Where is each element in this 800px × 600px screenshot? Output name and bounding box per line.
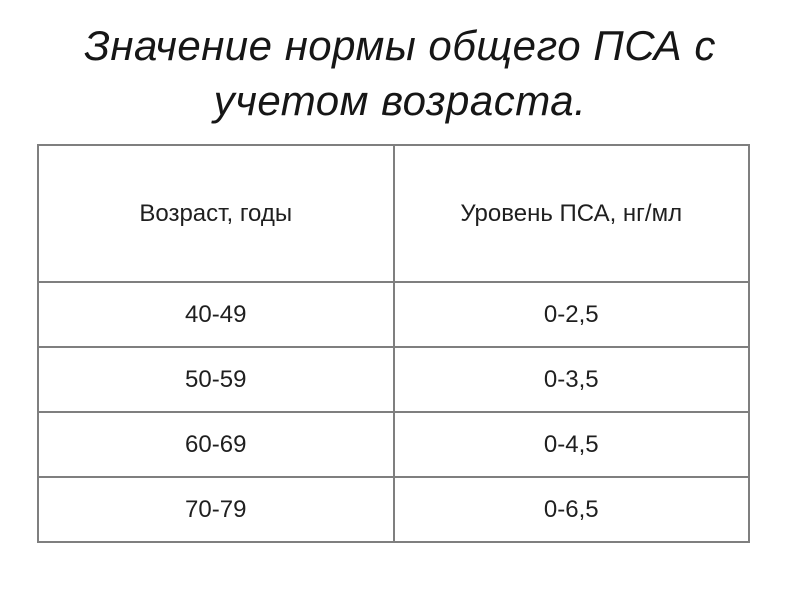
title-line-1: Значение нормы общего ПСА с [84,22,716,69]
table-row: 60-69 0-4,5 [37,411,750,478]
table-row: 70-79 0-6,5 [37,476,750,543]
cell-age-range: 60-69 [37,411,395,478]
cell-age-range: 70-79 [37,476,395,543]
cell-psa-range: 0-2,5 [392,281,750,348]
cell-psa-range: 0-4,5 [392,411,750,478]
cell-age-range: 50-59 [37,346,395,413]
cell-psa-range: 0-3,5 [392,346,750,413]
table-row: 40-49 0-2,5 [37,281,750,348]
table-row: 50-59 0-3,5 [37,346,750,413]
header-cell-psa-level: Уровень ПСА, нг/мл [392,144,750,283]
header-cell-age: Возраст, годы [37,144,395,283]
page-title: Значение нормы общего ПСА с учетом возра… [0,18,800,128]
cell-age-range: 40-49 [37,281,395,348]
title-line-2: учетом возраста. [213,77,587,124]
table-header-row: Возраст, годы Уровень ПСА, нг/мл [37,144,750,283]
psa-norms-table: Возраст, годы Уровень ПСА, нг/мл 40-49 0… [37,144,750,543]
cell-psa-range: 0-6,5 [392,476,750,543]
